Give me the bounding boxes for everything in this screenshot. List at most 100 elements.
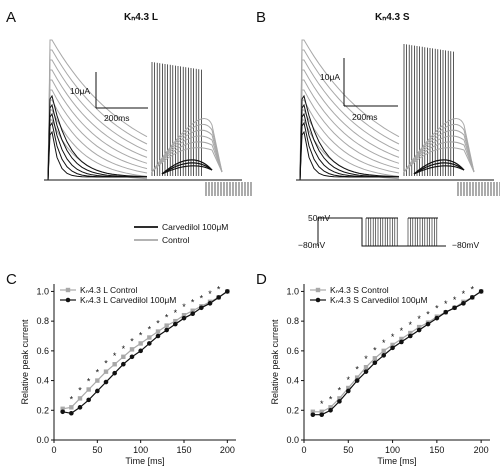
significance-marker: *: [130, 336, 134, 346]
panel-letter-d: D: [256, 271, 267, 288]
control-trace: [299, 99, 400, 181]
significance-marker: *: [364, 354, 368, 364]
data-point: [95, 388, 100, 394]
y-tick-label: 0.2: [36, 405, 49, 415]
x-tick-label: 100: [385, 445, 400, 455]
significance-marker: *: [182, 302, 186, 312]
legend-marker: [65, 287, 71, 293]
data-point: [190, 311, 195, 317]
data-point: [319, 412, 325, 418]
control-trace: [47, 59, 148, 181]
data-point: [77, 396, 83, 401]
data-point: [337, 399, 342, 404]
x-tick-label: 100: [133, 445, 148, 455]
significance-marker: *: [122, 344, 126, 354]
significance-marker: *: [156, 319, 160, 329]
x-tick-label: 50: [343, 445, 353, 455]
carvedilol-trace: [299, 103, 400, 181]
carvedilol-recovery-trace: [161, 165, 213, 175]
data-point: [478, 289, 484, 294]
significance-marker: *: [148, 324, 152, 334]
legend-label: Kₙ4.3 S Control: [330, 285, 389, 295]
data-point: [95, 378, 100, 383]
significance-marker: *: [453, 295, 457, 305]
data-point: [181, 315, 187, 321]
legend-label-control: Control: [162, 235, 190, 245]
control-recovery-trace: [403, 118, 475, 173]
protocol-step: [317, 217, 446, 247]
data-point: [155, 329, 161, 334]
panel-title-b: Kₙ4.3 S: [375, 12, 410, 23]
significance-marker: *: [200, 293, 204, 303]
data-point: [138, 348, 143, 354]
scale-bar-a: 10μA 200ms: [70, 72, 148, 123]
data-point: [121, 361, 126, 367]
x-axis-label: Time [ms]: [125, 456, 164, 466]
significance-marker: *: [217, 284, 221, 294]
data-point: [310, 412, 316, 418]
data-point: [164, 327, 169, 333]
significance-marker: *: [87, 376, 91, 386]
y-tick-label: 0.6: [286, 346, 299, 356]
y-tick-label: 0.4: [286, 376, 299, 386]
data-point: [452, 305, 457, 311]
control-recovery-trace: [151, 147, 223, 173]
legend-label: Kₙ4.3 S Carvedilol 100μM: [330, 295, 428, 305]
significance-marker: *: [191, 298, 195, 308]
significance-marker: *: [355, 365, 359, 375]
data-point: [345, 388, 351, 394]
data-point: [129, 347, 135, 352]
x-tick-label: 50: [92, 445, 102, 455]
control-trace: [299, 39, 400, 181]
data-point: [407, 333, 413, 339]
significance-marker: *: [471, 284, 475, 294]
data-point: [147, 335, 152, 340]
data-point: [363, 365, 369, 370]
control-trace: [299, 69, 400, 181]
significance-marker: *: [373, 345, 377, 355]
significance-marker: *: [382, 338, 386, 348]
y-tick-label: 0.4: [36, 376, 49, 386]
data-point: [60, 406, 65, 411]
legend-marker: [315, 287, 321, 293]
significance-marker: *: [462, 289, 466, 299]
y-tick-label: 0.8: [36, 316, 49, 326]
scale-bar-b: 10μA 200ms: [320, 58, 398, 122]
data-point: [416, 327, 422, 333]
chart-d: 0 50 100 150 200 0.0 0.2 0.4 0.6 0.8 1.0 Time [ms] R…: [270, 284, 490, 466]
x-tick-label: 0: [301, 445, 306, 455]
y-tick-label: 0.0: [286, 435, 299, 445]
significance-marker: *: [320, 399, 324, 409]
panel-title-a: Kₙ4.3 L: [124, 12, 158, 23]
legend-marker: [315, 297, 321, 303]
x-tick-label: 200: [220, 445, 235, 455]
data-point: [408, 330, 413, 336]
data-point: [181, 313, 187, 318]
y-axis-label: Relative peak current: [270, 319, 280, 405]
chart-c: 0 50 100 150 200 0.0 0.2 0.4 0.6 0.8 1.0 Time [ms] R…: [20, 284, 236, 466]
significance-marker: *: [208, 289, 212, 299]
control-recovery-trace: [151, 118, 223, 173]
data-point: [346, 385, 351, 391]
data-point: [310, 409, 316, 414]
scale-current-a: 10μA: [70, 86, 90, 96]
data-point: [390, 345, 395, 351]
panel-letter-c: C: [6, 271, 17, 288]
data-point: [354, 375, 360, 380]
x-tick-label: 150: [176, 445, 191, 455]
data-point: [199, 305, 204, 311]
significance-marker: *: [409, 320, 413, 330]
data-point: [147, 341, 152, 346]
significance-marker: *: [400, 326, 404, 336]
control-trace: [47, 79, 148, 181]
data-point: [129, 354, 135, 360]
y-tick-label: 0.2: [286, 405, 299, 415]
significance-marker: *: [165, 313, 169, 323]
data-point: [372, 360, 378, 366]
data-point: [425, 321, 431, 327]
scale-current-b: 10μA: [320, 72, 340, 82]
data-point: [216, 295, 221, 300]
control-trace: [47, 49, 148, 181]
y-tick-label: 0.8: [286, 316, 299, 326]
